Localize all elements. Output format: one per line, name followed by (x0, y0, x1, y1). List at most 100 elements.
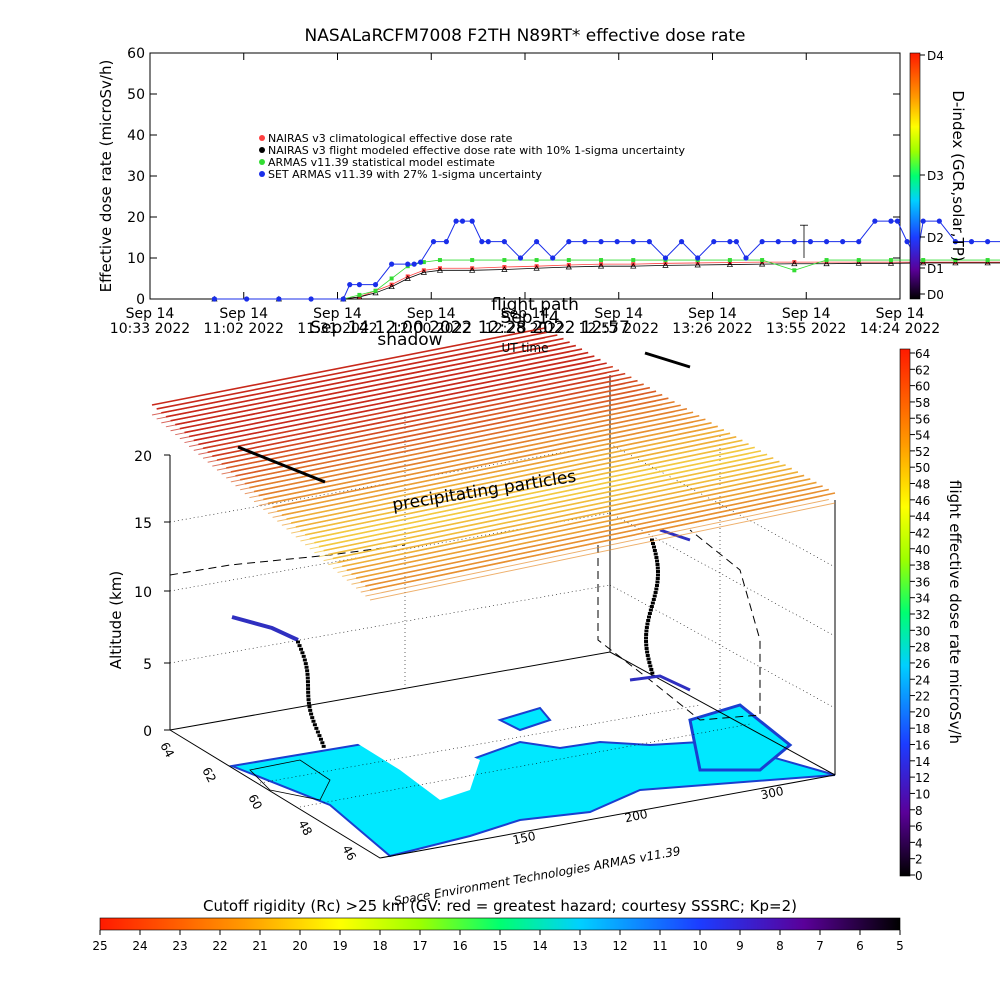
flight-shadow-top-east (644, 351, 691, 369)
series-layer (211, 218, 1000, 302)
precipitation-line (323, 457, 774, 552)
series-point (411, 261, 417, 267)
d-index-tick-label: D0 (927, 288, 944, 302)
precipitation-line (300, 439, 743, 532)
series-point (985, 260, 990, 265)
series-point (276, 296, 282, 302)
precipitation-line-lower (369, 502, 836, 601)
legend-entry: NAIRAS v3 climatological effective dose … (268, 132, 513, 145)
y-tick-48: 48 (295, 818, 315, 838)
precipitation-line (175, 344, 577, 426)
series-point (479, 239, 485, 245)
series-point (453, 218, 459, 224)
precipitation-line (226, 383, 644, 469)
series-point (823, 260, 830, 267)
series-point (855, 260, 862, 266)
series-point (775, 239, 781, 245)
series-point (437, 258, 442, 263)
dose-colorbar-label: flight effective dose rate microSv/h (946, 480, 964, 744)
dose-colorbar-tick-label: 56 (915, 412, 930, 426)
dose-colorbar-tick-label: 32 (915, 608, 930, 622)
precipitation-line (351, 478, 811, 576)
d-index-tick-label: D1 (927, 262, 944, 276)
legend: NAIRAS v3 climatological effective dose … (259, 132, 685, 181)
precipitation-line (221, 379, 638, 465)
series-point (373, 288, 378, 293)
precipitation-layers (151, 327, 836, 601)
precipitation-line (332, 464, 786, 560)
time-overlay: Sep 14 12:00 2022 12:28 2022 12:57 (310, 318, 630, 338)
precipitation-line (230, 386, 651, 473)
x-tick-label-time: 12:57 2022 (579, 321, 659, 337)
series-point (614, 239, 620, 245)
dose-colorbar-tick-label: 38 (915, 559, 930, 573)
rigidity-colorbar-tick-label: 14 (532, 939, 547, 953)
series-point (388, 283, 395, 290)
series-point (920, 259, 927, 266)
series-line (214, 262, 1000, 300)
series-point (952, 239, 959, 245)
rigidity-colorbar-ticks: 25 24 23 22 21 20 19 18 17 16 15 14 13 12 11 10 9 8 7 6 5 (92, 930, 904, 953)
z-tick-label: 20 (134, 449, 152, 465)
x-tick-label-time: 14:24 2022 (860, 321, 940, 337)
series-1a2eea (211, 218, 1000, 302)
precipitation-line (272, 418, 706, 509)
precipitation-line (337, 467, 792, 564)
series-point (984, 259, 991, 266)
flight-path-east (629, 674, 691, 692)
series-point (501, 239, 507, 245)
series-point (662, 255, 669, 261)
dose-colorbar-tick-label: 14 (915, 755, 930, 769)
dose-colorbar-tick-label: 28 (915, 641, 930, 655)
series-point (443, 239, 449, 245)
rigidity-colorbar-label: Cutoff rigidity (Rc) >25 km (GV: red = g… (203, 897, 797, 915)
series-point (952, 259, 959, 266)
series-point (502, 258, 507, 263)
ut-time-label: UT time (501, 341, 548, 355)
series-000000 (211, 259, 1000, 302)
y-tick-60: 60 (245, 792, 265, 812)
dose-colorbar-tick-label: 0 (915, 869, 923, 883)
x-tick-label-time: 13:55 2022 (766, 321, 846, 337)
rigidity-colorbar-tick-label: 11 (652, 939, 667, 953)
rigidity-colorbar-tick-label: 13 (572, 939, 587, 953)
series-point (840, 239, 846, 245)
series-point (694, 261, 701, 268)
precipitation-line (281, 425, 718, 516)
series-point (357, 292, 362, 297)
precipitation-line (170, 341, 570, 422)
series-point (534, 258, 539, 263)
series-point (904, 239, 910, 245)
precipitation-line (161, 334, 558, 414)
series-point (517, 255, 524, 261)
series-point (566, 239, 572, 245)
y-tick-label: 20 (127, 210, 145, 226)
series-point (421, 260, 426, 265)
series-point (631, 258, 636, 263)
d-index-tick-label: D3 (927, 169, 944, 183)
series-point (566, 258, 571, 263)
precipitation-line (258, 407, 688, 497)
series-point (791, 239, 797, 245)
legend-entry: ARMAS v11.39 statistical model estimate (268, 156, 495, 169)
y-ticks: 0 10 20 30 40 50 60 (127, 46, 900, 308)
series-point (662, 262, 669, 268)
rigidity-colorbar-tick-label: 24 (132, 939, 147, 953)
precipitation-line (212, 372, 626, 457)
series-point (436, 267, 444, 273)
series-point (630, 239, 636, 245)
precipitation-line (355, 481, 817, 579)
precipitation-line (207, 369, 620, 454)
chart-title: NASALaRCFM7008 F2TH N89RT* effective dos… (304, 26, 745, 46)
series-point (501, 266, 508, 272)
flight-3d-panel: 0 5 10 15 20 Altitude (km) 150 200 300 64 62… (107, 295, 836, 908)
rigidity-colorbar-tick-label: 12 (612, 939, 627, 953)
precipitation-line (184, 351, 589, 434)
series-point (968, 239, 975, 245)
precipitation-line (286, 429, 725, 520)
x-tick-label-time: 10:33 2022 (110, 321, 190, 337)
precipitation-line (318, 453, 768, 548)
series-point (856, 239, 862, 245)
